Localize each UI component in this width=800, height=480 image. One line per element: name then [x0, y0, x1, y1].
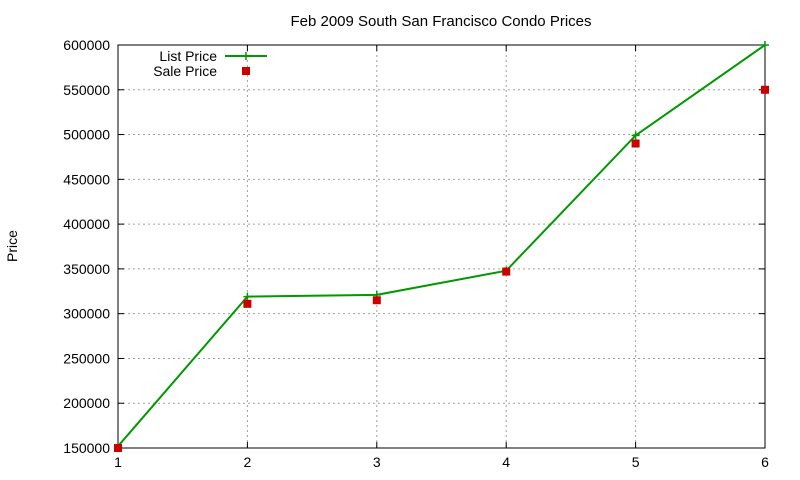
- sale-price-point: [114, 444, 122, 452]
- x-tick-label: 5: [632, 454, 640, 470]
- legend-label-list-price: List Price: [159, 48, 217, 64]
- x-tick-label: 6: [761, 454, 769, 470]
- y-tick-label: 400000: [63, 216, 110, 232]
- list-price-point: [631, 131, 640, 140]
- ticks: 1500002000002500003000003500004000004500…: [63, 37, 769, 470]
- x-tick-label: 2: [244, 454, 252, 470]
- x-tick-label: 1: [114, 454, 122, 470]
- sale-price-point: [761, 85, 769, 94]
- chart-title: Feb 2009 South San Francisco Condo Price…: [290, 13, 591, 30]
- plot-border: [117, 44, 766, 449]
- y-tick-label: 200000: [63, 395, 110, 411]
- y-tick-label: 500000: [63, 127, 110, 143]
- y-axis-label: Price: [4, 230, 20, 262]
- y-tick-label: 550000: [63, 82, 110, 98]
- legend-sample-sale-price: [242, 67, 250, 75]
- x-tick-label: 3: [373, 454, 381, 470]
- y-tick-label: 300000: [63, 306, 110, 322]
- sale-price-point: [502, 267, 511, 276]
- y-tick-label: 450000: [63, 171, 110, 187]
- legend-label-sale-price: Sale Price: [153, 63, 217, 79]
- grid: [118, 45, 765, 448]
- list-price-point: [243, 292, 252, 301]
- y-tick-label: 350000: [63, 261, 110, 277]
- list-price-point: [761, 41, 769, 49]
- y-tick-label: 600000: [63, 37, 110, 53]
- legend: List Price Sale Price: [153, 48, 267, 79]
- sale-price-point: [631, 139, 640, 148]
- sale-price-point: [372, 296, 381, 305]
- series-layer: [114, 41, 769, 452]
- sale-price-point: [243, 299, 252, 308]
- y-tick-label: 250000: [63, 350, 110, 366]
- y-tick-label: 150000: [63, 440, 110, 456]
- x-tick-label: 4: [502, 454, 510, 470]
- list-price-line: [117, 44, 766, 447]
